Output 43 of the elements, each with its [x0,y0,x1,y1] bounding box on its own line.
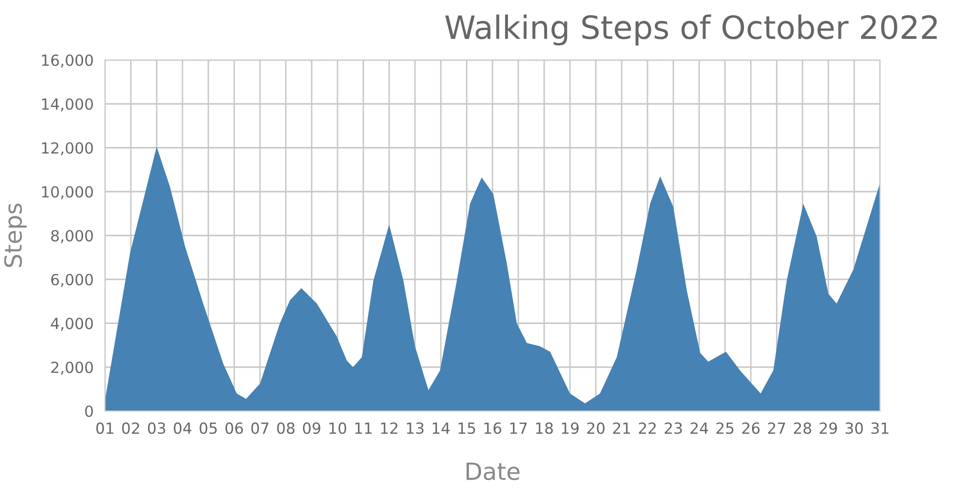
x-tick-label: 01 [96,422,114,434]
y-tick-label: 14,000 [42,98,93,112]
x-tick-label: 11 [355,422,372,434]
y-axis-title: Steps [4,204,27,267]
x-tick-label: 31 [871,422,888,434]
x-tick-label: 20 [587,422,605,434]
x-tick-label: 24 [690,422,708,434]
x-tick-label: 27 [768,422,786,434]
y-tick-label: 16,000 [42,54,93,68]
x-tick-label: 22 [638,422,656,434]
y-tick-label: 6,000 [51,274,93,287]
y-tick-label: 4,000 [50,318,93,331]
x-tick-label: 25 [716,422,734,434]
x-tick-label: 02 [122,422,140,434]
y-tick-label: 8,000 [51,230,93,244]
x-tick-label: 07 [251,422,268,434]
x-tick-label: 17 [510,422,527,434]
x-tick-label: 21 [613,422,630,434]
x-tick-label: 06 [225,422,243,434]
x-tick-label: 05 [200,422,217,434]
x-tick-label: 09 [302,422,320,434]
x-tick-label: 12 [381,422,398,434]
x-tick-label: 28 [794,422,812,434]
x-tick-label: 16 [484,422,502,434]
x-tick-label: 13 [406,422,424,434]
x-tick-label: 19 [562,422,579,434]
x-tick-label: 08 [277,422,295,434]
x-tick-label: 04 [174,422,192,434]
x-tick-label: 10 [329,422,346,434]
y-tick-label: 2,000 [51,362,93,375]
x-tick-label: 14 [432,422,450,434]
x-tick-label: 26 [742,422,760,434]
chart-title: Walking Steps of October 2022 [445,14,937,46]
x-tick-label: 29 [820,422,837,434]
x-tick-label: 15 [458,422,476,434]
x-tick-label: 18 [536,422,553,434]
x-tick-label: 03 [148,422,166,434]
x-tick-label: 30 [846,422,863,434]
x-tick-label: 23 [664,422,682,434]
x-axis-title: Date [466,462,520,480]
y-tick-label: 10,000 [42,186,93,200]
y-tick-label: 12,000 [42,142,93,156]
y-tick-label: 0 [85,405,93,418]
